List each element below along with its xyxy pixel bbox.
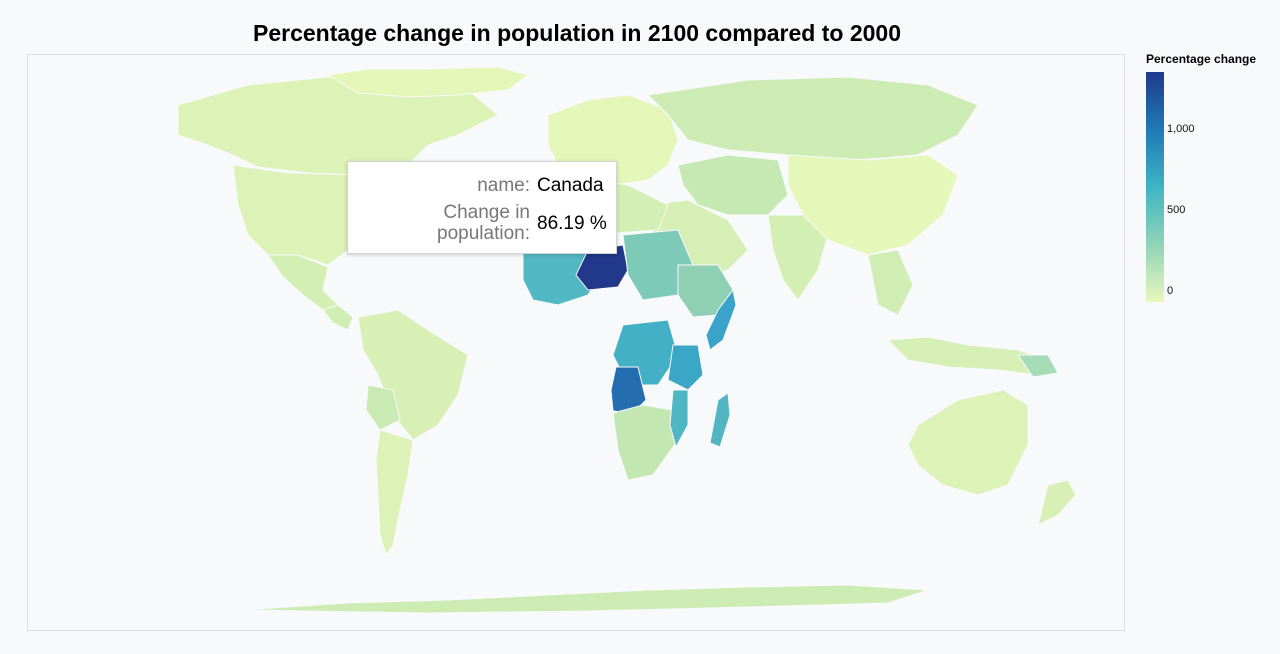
region-southeast-asia[interactable]: [867, 249, 914, 316]
country-greenland[interactable]: [326, 66, 530, 98]
country-niger[interactable]: [575, 244, 629, 291]
tooltip-change-label-line2: population:: [437, 223, 530, 244]
tooltip-change-label-line1: Change in: [443, 202, 530, 223]
country-madagascar[interactable]: [709, 392, 731, 448]
region-antarctica[interactable]: [242, 584, 929, 614]
country-brazil[interactable]: [357, 309, 469, 441]
country-china[interactable]: [787, 154, 959, 256]
region-central-america[interactable]: [322, 304, 354, 331]
tooltip-change-value: 86.19 %: [537, 213, 607, 234]
legend-color-bar: [1146, 72, 1164, 302]
country-russia[interactable]: [646, 76, 979, 161]
country-australia[interactable]: [907, 389, 1029, 496]
legend-tick-0: 0: [1167, 285, 1174, 297]
region-southern-africa[interactable]: [612, 404, 679, 481]
country-tanzania[interactable]: [667, 344, 704, 391]
chart-title: Percentage change in population in 2100 …: [252, 20, 902, 46]
country-new-zealand[interactable]: [1037, 479, 1077, 526]
country-mozambique[interactable]: [669, 389, 689, 449]
tooltip-name-label: name:: [477, 175, 530, 196]
country-argentina[interactable]: [375, 429, 414, 557]
legend-tick-1000: 1,000: [1167, 123, 1195, 135]
legend-title: Percentage change: [1146, 52, 1257, 66]
legend-tick-500: 500: [1167, 204, 1186, 216]
map-area[interactable]: [27, 54, 1125, 631]
country-bolivia[interactable]: [365, 384, 401, 431]
country-somalia[interactable]: [705, 288, 737, 351]
world-map[interactable]: [28, 55, 1126, 632]
tooltip-name-value: Canada: [537, 175, 604, 196]
hover-tooltip: name: Canada Change in population: 86.19…: [347, 161, 617, 254]
country-papua-new-guinea[interactable]: [1017, 354, 1059, 378]
